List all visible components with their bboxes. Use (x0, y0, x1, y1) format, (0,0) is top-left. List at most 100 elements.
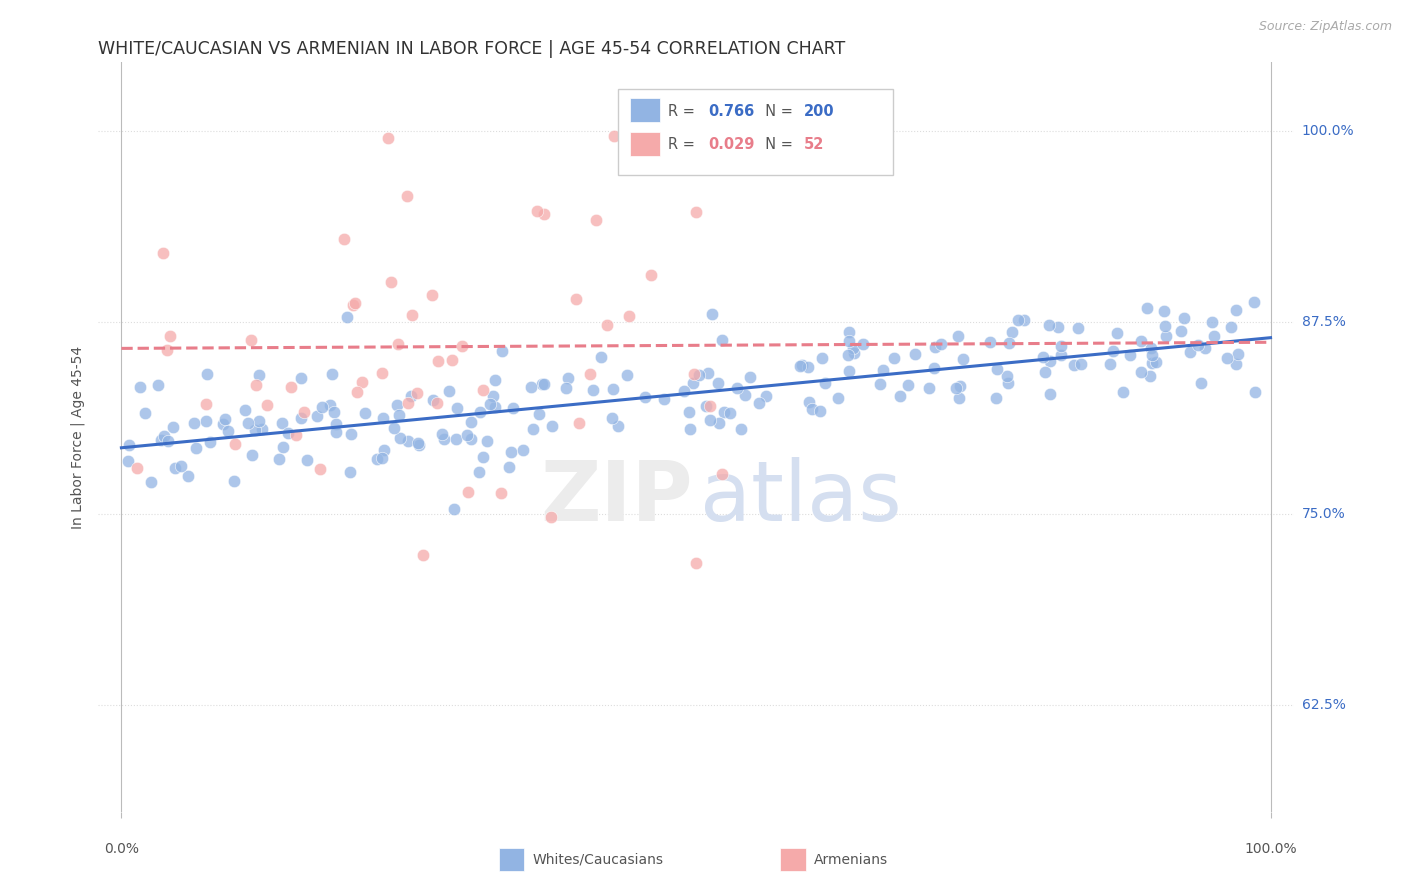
Point (685, 204, 707, 219)
Text: 62.5%: 62.5% (1302, 698, 1346, 712)
Point (512, 442, 534, 457)
Point (1227, 347, 1250, 361)
Point (984, 391, 1007, 405)
Point (163, 460, 186, 475)
Point (471, 450, 494, 464)
Point (290, 410, 312, 425)
Point (295, 452, 318, 467)
Point (352, 375, 374, 389)
Text: 52: 52 (804, 137, 824, 153)
Point (489, 486, 512, 500)
Point (838, 364, 860, 378)
Point (256, 398, 278, 412)
Point (214, 412, 236, 426)
Point (1243, 295, 1265, 310)
Point (710, 467, 733, 482)
Point (373, 442, 395, 457)
Point (1139, 368, 1161, 383)
Point (247, 368, 270, 382)
Point (406, 436, 429, 450)
Point (1202, 329, 1225, 343)
Point (1170, 324, 1192, 338)
Point (290, 371, 312, 385)
Point (1156, 329, 1178, 343)
Point (157, 434, 180, 449)
Point (699, 399, 721, 413)
Point (1140, 342, 1163, 356)
Point (235, 403, 257, 417)
Text: Whites/Caucasians: Whites/Caucasians (533, 853, 664, 867)
Point (1039, 387, 1062, 401)
Point (1112, 385, 1135, 400)
Point (396, 434, 419, 448)
Point (433, 432, 456, 446)
Point (789, 359, 811, 373)
Point (841, 341, 863, 355)
Point (707, 416, 730, 430)
Text: N =: N = (756, 103, 797, 119)
Point (540, 510, 562, 524)
Point (134, 406, 156, 420)
Point (582, 383, 605, 397)
Point (444, 433, 467, 447)
Point (502, 401, 524, 416)
Point (640, 268, 662, 282)
Point (307, 409, 329, 423)
Text: Source: ZipAtlas.com: Source: ZipAtlas.com (1258, 20, 1392, 33)
Point (1187, 337, 1209, 351)
Point (1033, 365, 1056, 379)
Point (127, 461, 149, 475)
Point (682, 376, 704, 390)
Point (186, 441, 208, 455)
Point (406, 386, 429, 401)
Point (697, 366, 720, 380)
Text: R =: R = (668, 137, 700, 153)
Point (280, 380, 302, 394)
Point (526, 204, 548, 219)
Point (354, 406, 377, 420)
Text: WHITE/CAUCASIAN VS ARMENIAN IN LABOR FORCE | AGE 45-54 CORRELATION CHART: WHITE/CAUCASIAN VS ARMENIAN IN LABOR FOR… (98, 40, 845, 58)
Text: ZIP: ZIP (540, 457, 692, 538)
Point (728, 161, 751, 175)
Point (380, 275, 402, 289)
Point (1142, 348, 1164, 362)
Point (1216, 351, 1239, 365)
Point (270, 417, 292, 431)
Point (1220, 320, 1243, 334)
Point (325, 417, 347, 431)
Point (129, 380, 152, 394)
Point (695, 399, 717, 413)
Point (162, 420, 184, 434)
Point (460, 432, 482, 446)
Point (159, 329, 181, 343)
Point (240, 448, 263, 462)
Point (412, 548, 434, 562)
Point (688, 368, 710, 382)
Point (499, 445, 522, 459)
Y-axis label: In Labor Force | Age 45-54: In Labor Force | Age 45-54 (70, 345, 86, 529)
Point (730, 422, 752, 436)
Point (292, 404, 315, 418)
Point (456, 427, 478, 442)
Point (426, 396, 449, 410)
Point (373, 410, 395, 425)
Point (377, 131, 399, 145)
Point (838, 325, 860, 339)
Point (319, 398, 342, 412)
Point (491, 343, 513, 358)
Point (498, 459, 520, 474)
Point (408, 438, 430, 452)
Point (755, 388, 778, 402)
Point (388, 432, 411, 446)
Point (1047, 319, 1070, 334)
Point (1153, 304, 1175, 318)
Point (718, 406, 741, 420)
Point (801, 402, 824, 417)
Point (139, 475, 162, 489)
Text: 0.0%: 0.0% (104, 842, 139, 856)
Point (1001, 325, 1024, 339)
Point (1244, 384, 1267, 399)
Point (169, 459, 191, 474)
Point (1136, 301, 1159, 315)
Point (273, 440, 295, 454)
